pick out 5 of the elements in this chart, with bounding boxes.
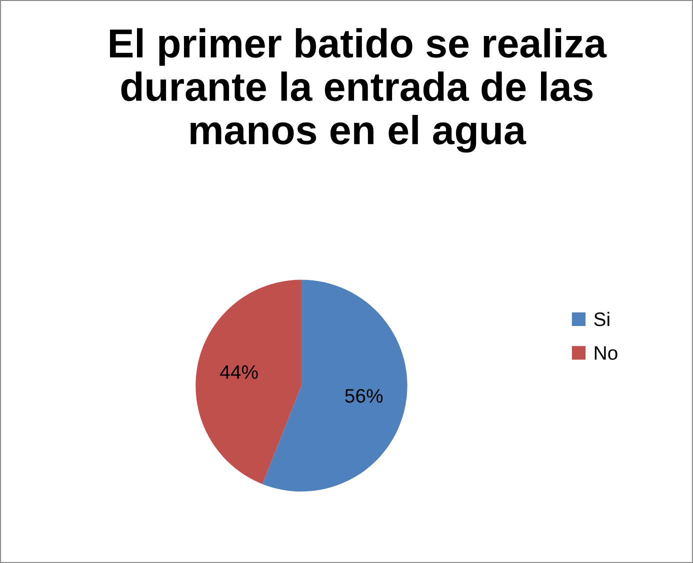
data-label: 56%	[345, 389, 383, 403]
chart-title: El primer batido se realiza durante la entrada de las manos en el agua	[110, 28, 607, 153]
legend-label: No	[594, 346, 618, 360]
data-label: 44%	[220, 365, 258, 379]
legend-label: Si	[594, 312, 610, 326]
